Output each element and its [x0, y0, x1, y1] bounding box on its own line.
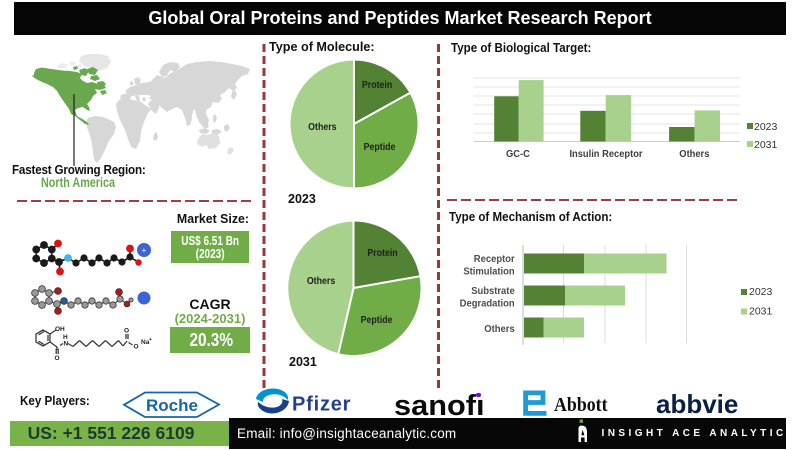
- svg-text:Others: Others: [308, 121, 336, 133]
- svg-text:2031: 2031: [749, 306, 773, 318]
- svg-text:Protein: Protein: [367, 247, 397, 259]
- svg-text:Pfizer: Pfizer: [292, 394, 351, 416]
- svg-text:Na: Na: [141, 339, 150, 346]
- svg-text:Protein: Protein: [362, 79, 392, 91]
- svg-text:N: N: [64, 341, 69, 348]
- svg-text:Substrate: Substrate: [471, 286, 515, 298]
- svg-text:Degradation: Degradation: [460, 298, 515, 310]
- svg-text:2031: 2031: [754, 139, 778, 151]
- svg-text:Peptide: Peptide: [361, 314, 393, 326]
- svg-text:+: +: [149, 337, 152, 343]
- svg-text:Others: Others: [307, 275, 335, 287]
- svg-text:Roche: Roche: [146, 396, 198, 415]
- svg-text:Receptor: Receptor: [474, 254, 515, 266]
- svg-text:Others: Others: [679, 149, 710, 161]
- svg-text:Abbott: Abbott: [554, 394, 608, 416]
- svg-text:GC-C: GC-C: [506, 149, 530, 161]
- svg-text:Peptide: Peptide: [364, 141, 396, 153]
- svg-text:Stimulation: Stimulation: [463, 266, 514, 278]
- svg-text:OH: OH: [55, 326, 65, 333]
- svg-text:2023: 2023: [749, 286, 773, 298]
- svg-text:O: O: [124, 328, 129, 335]
- svg-text:Insulin Receptor: Insulin Receptor: [569, 149, 642, 161]
- svg-text:+: +: [142, 246, 147, 255]
- svg-text:O: O: [134, 344, 139, 351]
- svg-text:H: H: [63, 334, 68, 341]
- svg-text:Others: Others: [484, 324, 515, 336]
- svg-text:O: O: [55, 355, 60, 362]
- svg-text:2023: 2023: [754, 121, 778, 133]
